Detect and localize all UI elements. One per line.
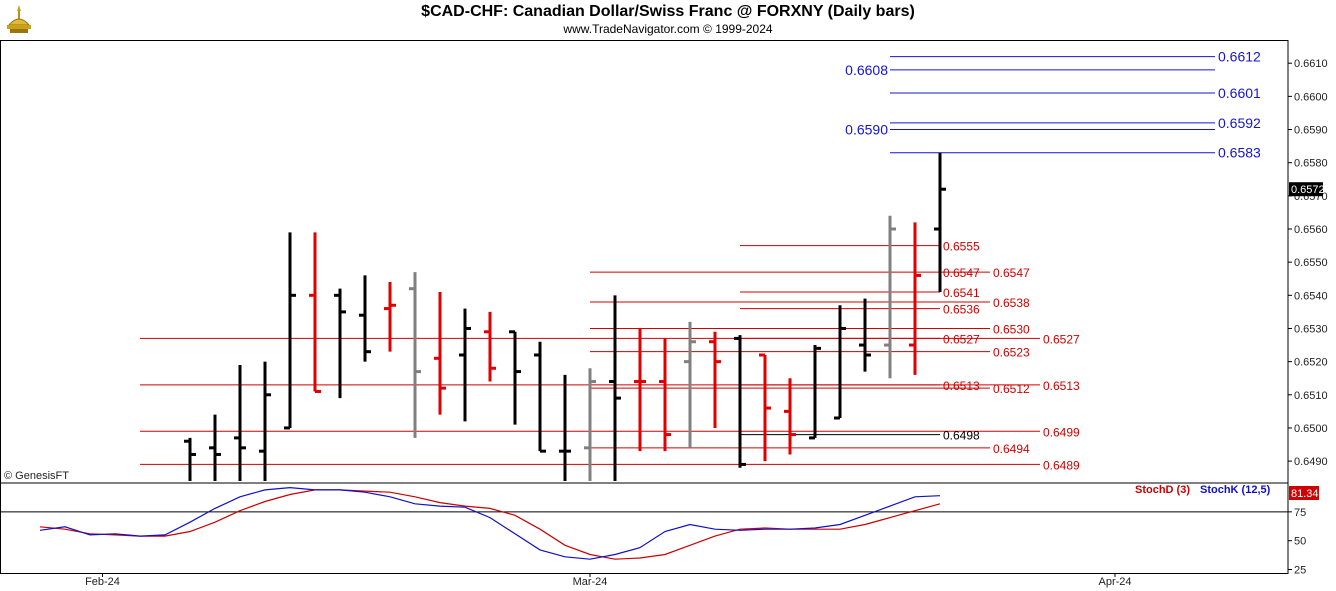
price-bar [734, 335, 746, 468]
price-axis: 0.6490 0.6500 0.6510 0.6520 0.6530 0.6540 0.65… [1288, 58, 1328, 468]
stochastic-panel: 25 50 75 StochD (3) StochK (12,5) 81.34 [0, 482, 1319, 577]
price-bar [384, 282, 396, 352]
stoch-last-value: 81.34 [1291, 488, 1319, 500]
price-bar [584, 368, 596, 481]
level-label: 0.6527 [1043, 332, 1080, 346]
y-tick-label: 0.6560 [1294, 224, 1328, 236]
price-bar [234, 364, 246, 481]
y-tick-label: 0.6510 [1294, 390, 1328, 402]
stoch-y-tick-label: 50 [1294, 536, 1306, 548]
x-tick-label: Mar-24 [573, 576, 608, 588]
price-bar [634, 328, 646, 452]
price-bar [409, 272, 421, 438]
price-bar [784, 378, 796, 455]
level-label: 0.6590 [845, 122, 888, 138]
chart-frame [0, 40, 1289, 574]
trade-navigator-logo-icon [7, 5, 31, 33]
level-label: 0.6513 [1043, 379, 1080, 393]
level-label: 0.6601 [1218, 85, 1261, 101]
stoch-k-line [39, 486, 941, 560]
price-panel: 0.6490 0.6500 0.6510 0.6520 0.6530 0.6540 0.65… [140, 49, 1328, 481]
price-bar [534, 341, 546, 453]
price-bar [459, 308, 471, 422]
price-bar [934, 152, 946, 292]
level-label: 0.6547 [993, 266, 1030, 280]
price-bar [284, 232, 296, 430]
price-bar [709, 331, 721, 428]
y-tick-label: 0.6490 [1294, 456, 1328, 468]
stoch-last-badge [1289, 486, 1319, 500]
y-tick-label: 0.6530 [1294, 323, 1328, 335]
last-price-label: 0.6572 [1291, 184, 1325, 196]
price-levels: 0.6612 0.6608 0.6601 0.6592 0.6590 0.6583 0.65… [140, 49, 1261, 472]
level-label: 0.6612 [1218, 49, 1261, 65]
y-tick-label: 0.6540 [1294, 290, 1328, 302]
last-price-badge [1289, 182, 1323, 197]
price-bar [684, 321, 696, 448]
level-label: 0.6494 [993, 442, 1030, 456]
legend-stoch-k: StochK (12,5) [1200, 484, 1271, 496]
price-bar [209, 414, 221, 481]
price-bar [434, 292, 446, 415]
y-tick-label: 0.6600 [1294, 91, 1328, 103]
level-label: 0.6512 [993, 382, 1030, 396]
level-label: 0.6499 [1043, 425, 1080, 439]
price-bar [484, 311, 496, 382]
level-label: 0.6583 [1218, 145, 1261, 161]
price-bar [834, 305, 846, 420]
level-label: 0.6541 [943, 286, 980, 300]
price-bar [609, 295, 621, 481]
price-bar [184, 437, 196, 481]
plot-border [0, 40, 1289, 574]
level-label: 0.6608 [845, 62, 888, 78]
x-tick-label: Feb-24 [85, 576, 120, 588]
date-axis: Feb-24 Mar-24 Apr-24 [85, 573, 1132, 588]
level-label: 0.6547 [943, 266, 980, 280]
watermark: © GenesisFT [4, 470, 69, 482]
stoch-y-tick-label: 25 [1294, 565, 1306, 577]
price-bar [334, 288, 346, 399]
price-bar [509, 330, 521, 425]
y-tick-label: 0.6520 [1294, 357, 1328, 369]
y-tick-label: 0.6550 [1294, 257, 1328, 269]
level-label: 0.6536 [943, 303, 980, 317]
price-bar [309, 232, 321, 393]
chart-title: $CAD-CHF: Canadian Dollar/Swiss Franc @ … [421, 3, 915, 20]
y-tick-label: 0.6590 [1294, 125, 1328, 137]
chart-header: $CAD-CHF: Canadian Dollar/Swiss Franc @ … [0, 0, 1336, 40]
price-bar [259, 361, 271, 481]
chart-subtitle: www.TradeNavigator.com © 1999-2024 [563, 22, 773, 36]
price-bar [559, 374, 571, 481]
price-bar [659, 338, 671, 452]
level-label: 0.6538 [993, 296, 1030, 310]
stoch-y-tick-label: 75 [1294, 507, 1306, 519]
level-label: 0.6527 [943, 332, 980, 346]
level-label: 0.6530 [993, 322, 1030, 336]
stoch-d-line [39, 489, 941, 560]
level-label: 0.6489 [1043, 458, 1080, 472]
price-bar [884, 215, 896, 379]
level-label: 0.6513 [943, 379, 980, 393]
price-bar [859, 298, 871, 372]
level-label: 0.6523 [993, 346, 1030, 360]
price-bar [909, 222, 921, 375]
level-label: 0.6498 [943, 429, 980, 443]
price-bar [359, 275, 371, 362]
legend-stoch-d: StochD (3) [1135, 484, 1190, 496]
x-tick-label: Apr-24 [1098, 576, 1131, 588]
price-bar [809, 345, 821, 440]
level-label: 0.6555 [943, 240, 980, 254]
price-bar [759, 353, 771, 462]
y-tick-label: 0.6580 [1294, 158, 1328, 170]
y-tick-label: 0.6500 [1294, 423, 1328, 435]
y-tick-label: 0.6610 [1294, 58, 1328, 70]
level-label: 0.6592 [1218, 115, 1261, 131]
price-bars [184, 152, 946, 481]
